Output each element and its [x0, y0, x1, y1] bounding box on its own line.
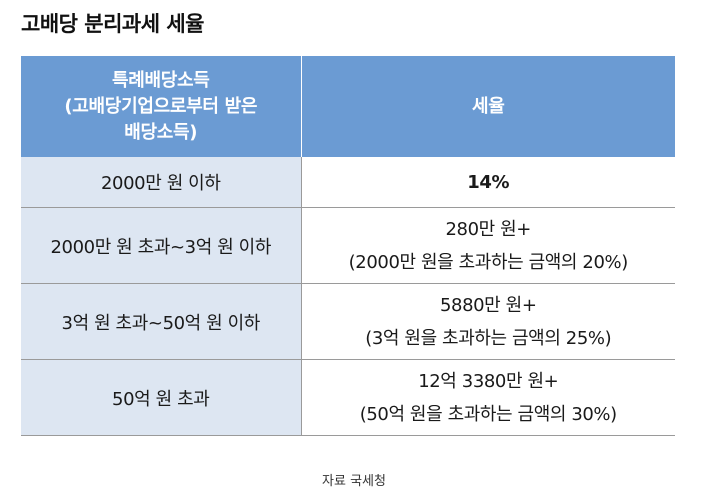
income-bracket-cell: 2000만 원 초과~3억 원 이하	[21, 207, 302, 284]
income-bracket-cell: 3억 원 초과~50억 원 이하	[21, 283, 302, 360]
tax-rate-cell: 14%	[301, 157, 675, 208]
tax-rate-line: 5880만 원+	[439, 294, 537, 316]
header-income-type: 특례배당소득 (고배당기업으로부터 받은 배당소득)	[21, 56, 302, 157]
header-income-line: 특례배당소득	[111, 69, 210, 91]
tax-rate-line: (2000만 원을 초과하는 금액의 20%)	[348, 251, 629, 273]
table-row: 50억 원 초과 12억 3380만 원+ (50억 원을 초과하는 금액의 3…	[21, 359, 675, 436]
tax-rate-table: 특례배당소득 (고배당기업으로부터 받은 배당소득) 세율 2000만 원 이하…	[21, 56, 675, 436]
table-row: 2000만 원 이하 14%	[21, 157, 675, 208]
tax-rate-cell: 12억 3380만 원+ (50억 원을 초과하는 금액의 30%)	[301, 359, 675, 436]
income-bracket-cell: 2000만 원 이하	[21, 157, 302, 208]
table-row: 3억 원 초과~50억 원 이하 5880만 원+ (3억 원을 초과하는 금액…	[21, 283, 675, 360]
header-income-line: (고배당기업으로부터 받은	[64, 95, 258, 117]
tax-rate-cell: 280만 원+ (2000만 원을 초과하는 금액의 20%)	[301, 207, 675, 284]
tax-rate-cell: 5880만 원+ (3억 원을 초과하는 금액의 25%)	[301, 283, 675, 360]
table-header-row: 특례배당소득 (고배당기업으로부터 받은 배당소득) 세율	[21, 56, 675, 157]
income-bracket-cell: 50억 원 초과	[21, 359, 302, 436]
tax-rate-line: (50억 원을 초과하는 금액의 30%)	[359, 403, 617, 425]
page-title: 고배당 분리과세 세율	[21, 12, 205, 36]
tax-rate-line: 12억 3380만 원+	[418, 370, 559, 392]
tax-rate-line: (3억 원을 초과하는 금액의 25%)	[365, 327, 612, 349]
tax-rate-line: 280만 원+	[445, 218, 532, 240]
source-caption: 자료 국세청	[322, 474, 386, 489]
header-tax-rate: 세율	[301, 56, 675, 157]
table-row: 2000만 원 초과~3억 원 이하 280만 원+ (2000만 원을 초과하…	[21, 207, 675, 284]
header-income-line: 배당소득)	[124, 121, 198, 143]
